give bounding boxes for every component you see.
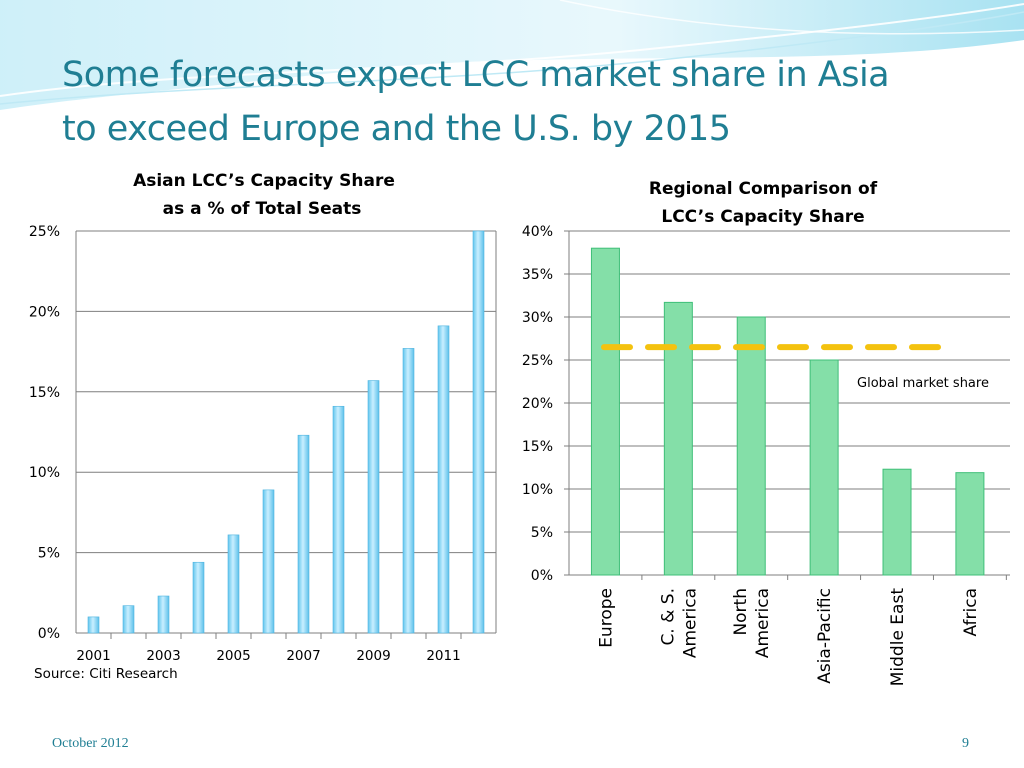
right-chart-gridlines [564, 230, 1010, 576]
right-y-tick-label: 10% [522, 482, 553, 498]
left-bar [227, 534, 240, 634]
slide-title-line1: Some forecasts expect LCC market share i… [62, 55, 890, 95]
right-y-tick-label: 40% [522, 224, 553, 240]
right-chart-bars [590, 247, 985, 576]
right-y-tick-label: 0% [531, 568, 553, 584]
right-category-label: America [753, 588, 773, 658]
left-x-tick-label: 2001 [76, 648, 110, 664]
slide-title-line2: to exceed Europe and the U.S. by 2015 [62, 109, 731, 149]
left-bar [122, 605, 135, 634]
right-bar [663, 301, 693, 576]
right-y-tick-label: 5% [531, 525, 553, 541]
page-number: 9 [962, 736, 969, 751]
left-chart-bars [87, 230, 485, 634]
right-category-label: Middle East [888, 588, 908, 687]
left-chart-x-ticks: 2001 2003 2005 2007 2009 2011 [76, 633, 462, 664]
left-y-tick-label: 0% [38, 626, 60, 642]
right-category-label: Europe [596, 588, 616, 648]
left-bar [402, 348, 415, 634]
right-chart-title-line1: Regional Comparison of [649, 179, 878, 199]
right-chart-title-line2: LCC’s Capacity Share [661, 207, 864, 227]
right-category-label: North [731, 588, 751, 636]
footer-date: October 2012 [52, 736, 129, 751]
right-bar [955, 472, 985, 576]
right-category-label: Asia-Pacific [815, 588, 835, 684]
left-bar [472, 230, 485, 634]
right-y-tick-label: 25% [522, 353, 553, 369]
right-chart-category-labels: Europe C. & S. America North America Asia-Pac… [596, 575, 1007, 687]
left-bar [87, 616, 100, 634]
right-y-tick-label: 35% [522, 267, 553, 283]
left-x-tick-label: 2005 [216, 648, 250, 664]
left-x-tick-label: 2007 [286, 648, 320, 664]
left-chart-gridlines [75, 230, 497, 634]
right-y-tick-label: 20% [522, 396, 553, 412]
left-x-tick-label: 2009 [356, 648, 390, 664]
right-chart-y-ticks: 0% 5% 10% 15% 20% 25% 30% 35% 40% [522, 224, 553, 584]
left-y-tick-label: 25% [29, 224, 60, 240]
global-market-share-label: Global market share [857, 376, 989, 391]
right-category-label: America [680, 588, 700, 658]
right-y-tick-label: 15% [522, 439, 553, 455]
left-chart-y-ticks: 0% 5% 10% 15% 20% 25% [29, 224, 60, 642]
asian-lcc-chart: Asian LCC’s Capacity Share as a % of Tot… [29, 171, 497, 664]
left-chart-title-line2: as a % of Total Seats [163, 199, 362, 219]
right-bar [590, 247, 620, 576]
left-bar [192, 561, 205, 634]
right-y-tick-label: 30% [522, 310, 553, 326]
left-y-tick-label: 20% [29, 304, 60, 320]
right-category-label: Africa [961, 588, 981, 637]
slide-title: Some forecasts expect LCC market share i… [62, 48, 982, 156]
left-bar [262, 489, 275, 634]
left-bar [297, 434, 310, 634]
right-category-label: C. & S. [658, 588, 678, 646]
right-bar [882, 468, 912, 576]
left-y-tick-label: 10% [29, 465, 60, 481]
left-y-tick-label: 5% [38, 546, 60, 562]
left-y-tick-label: 15% [29, 385, 60, 401]
left-x-tick-label: 2011 [426, 648, 460, 664]
header-swoosh-decoration [0, 0, 1024, 110]
left-bar [367, 380, 380, 634]
right-bar [736, 316, 766, 576]
left-bar [437, 325, 450, 634]
left-bar [332, 405, 345, 634]
regional-comparison-chart: Regional Comparison of LCC’s Capacity Sh… [522, 179, 1010, 686]
left-chart-title-line1: Asian LCC’s Capacity Share [133, 171, 395, 191]
left-bar [157, 595, 170, 634]
right-bar [809, 359, 839, 576]
source-note: Source: Citi Research [34, 666, 178, 682]
left-x-tick-label: 2003 [146, 648, 180, 664]
